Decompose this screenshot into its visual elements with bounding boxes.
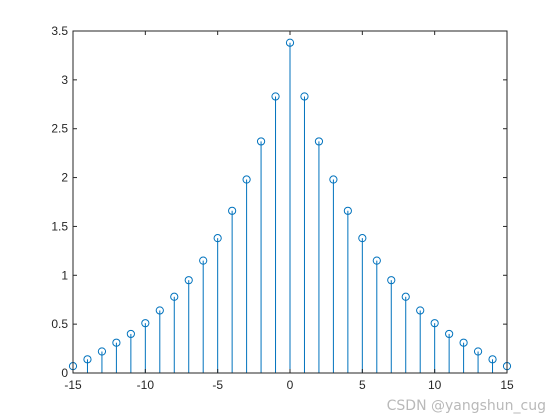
stem-marker — [343, 206, 352, 215]
y-tick-label: 3.5 — [51, 24, 68, 38]
stem-marker — [184, 276, 193, 285]
x-tick-label: -15 — [64, 378, 82, 392]
x-tick-label: -10 — [137, 378, 155, 392]
stem-marker — [401, 292, 410, 301]
stem-marker — [155, 306, 164, 315]
stem-marker — [285, 38, 295, 47]
y-tick-label: 1 — [61, 268, 68, 282]
stem-marker — [126, 329, 135, 339]
y-tick-label: 0 — [61, 366, 68, 380]
y-tick-label: 0.5 — [51, 317, 68, 331]
stem-marker — [445, 329, 454, 339]
stem-marker — [314, 137, 324, 146]
stem-marker — [430, 319, 439, 328]
stem-marker — [271, 92, 280, 101]
stem-marker — [112, 338, 121, 347]
watermark-text: CSDN @yangshun_cug — [386, 398, 546, 414]
x-tick-label: 0 — [287, 378, 294, 392]
stem-marker — [416, 306, 425, 315]
stem-marker — [242, 175, 251, 184]
stem-marker — [387, 276, 396, 285]
stem-marker — [256, 137, 266, 146]
y-tick-label: 2 — [61, 171, 68, 185]
stem-marker — [329, 175, 338, 184]
x-axis: -15 -10 -5 0 5 10 15 — [64, 31, 514, 392]
stem-marker — [358, 234, 367, 243]
x-tick-label: -5 — [212, 378, 223, 392]
stem-marker — [459, 338, 468, 347]
stem-marker — [473, 347, 483, 356]
y-tick-label: 3 — [61, 73, 68, 87]
marker-series — [68, 38, 512, 371]
y-tick-label: 1.5 — [51, 219, 68, 233]
x-tick-label: 15 — [500, 378, 514, 392]
x-tick-label: 5 — [359, 378, 366, 392]
stem-marker — [83, 355, 92, 364]
y-tick-label: 2.5 — [51, 122, 68, 136]
stem-marker — [141, 319, 150, 328]
stem-marker — [213, 234, 222, 243]
stem-marker — [170, 292, 179, 301]
y-axis: 0 0.5 1 1.5 2 2.5 3 3.5 — [51, 24, 507, 380]
x-tick-label: 10 — [428, 378, 442, 392]
stem-marker — [488, 355, 497, 364]
stem-marker — [228, 206, 237, 215]
stem-marker — [97, 347, 107, 356]
stem-marker — [199, 256, 208, 265]
stem-marker — [300, 92, 309, 101]
stem-marker — [372, 256, 381, 265]
stem-series — [72, 42, 508, 373]
